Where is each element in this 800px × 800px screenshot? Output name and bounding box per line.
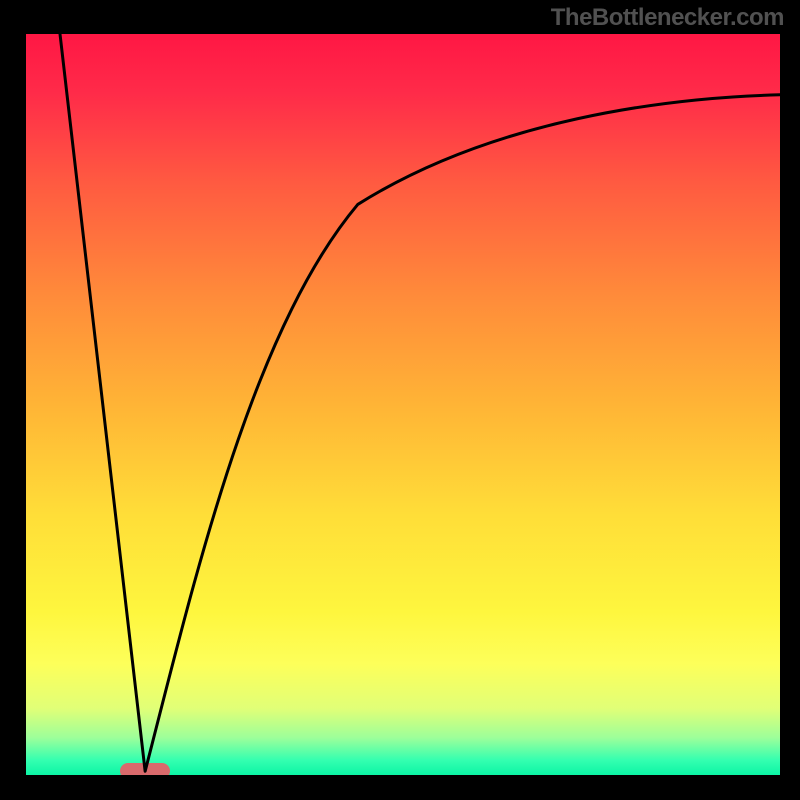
v-curve: [26, 34, 780, 775]
border-right: [780, 0, 800, 800]
watermark-text: TheBottlenecker.com: [551, 4, 784, 32]
border-bottom: [0, 775, 800, 800]
chart-container: TheBottlenecker.com: [0, 0, 800, 800]
plot-area: [26, 34, 780, 775]
border-left: [0, 0, 26, 800]
